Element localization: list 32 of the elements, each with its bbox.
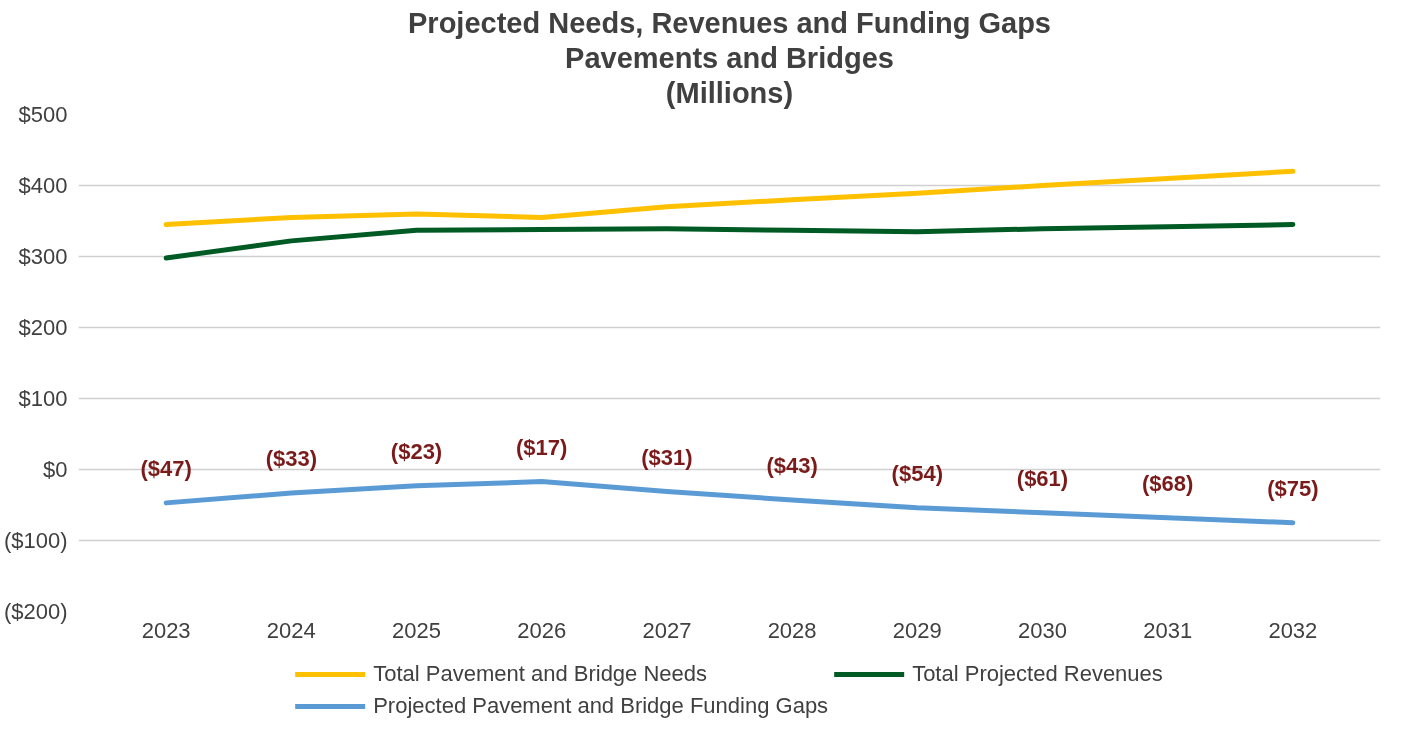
data-label: ($31)	[641, 444, 693, 470]
x-tick-label: 2031	[1143, 617, 1193, 643]
legend-label: Total Projected Revenues	[912, 661, 1163, 687]
y-tick-label: $100	[18, 386, 68, 411]
x-tick-label: 2030	[1018, 617, 1067, 643]
legend-label: Total Pavement and Bridge Needs	[373, 661, 708, 687]
data-label: ($33)	[265, 445, 318, 471]
y-tick-label: $400	[18, 173, 68, 198]
x-tick-label: 2032	[1268, 617, 1318, 643]
data-label: ($43)	[766, 453, 818, 479]
x-tick-label: 2028	[767, 617, 817, 643]
y-tick-label: $200	[18, 315, 68, 340]
y-tick-label: $300	[18, 244, 68, 269]
chart-title: Projected Needs, Revenues and Funding Gaps Pavements and Bridges (Millions)	[408, 7, 1051, 110]
y-tick-label: $500	[18, 102, 68, 127]
data-label: ($54)	[891, 460, 943, 486]
x-tick-label: 2025	[392, 617, 441, 643]
y-tick-label: $0	[43, 457, 68, 482]
x-tick-label: 2026	[517, 617, 567, 643]
x-tick-label: 2023	[141, 617, 191, 643]
data-label: ($61)	[1016, 465, 1069, 491]
data-label: ($75)	[1267, 475, 1319, 501]
y-tick-label: ($200)	[3, 599, 68, 624]
legend-label: Projected Pavement and Bridge Funding Gaps	[373, 693, 829, 719]
data-label: ($68)	[1141, 470, 1194, 496]
x-tick-label: 2029	[892, 617, 942, 643]
x-tick-label: 2024	[266, 617, 316, 643]
data-label: ($47)	[140, 455, 192, 481]
x-tick-label: 2027	[642, 617, 692, 643]
y-tick-label: ($100)	[3, 528, 68, 553]
data-label: ($17)	[516, 434, 568, 460]
data-label: ($23)	[390, 438, 443, 464]
